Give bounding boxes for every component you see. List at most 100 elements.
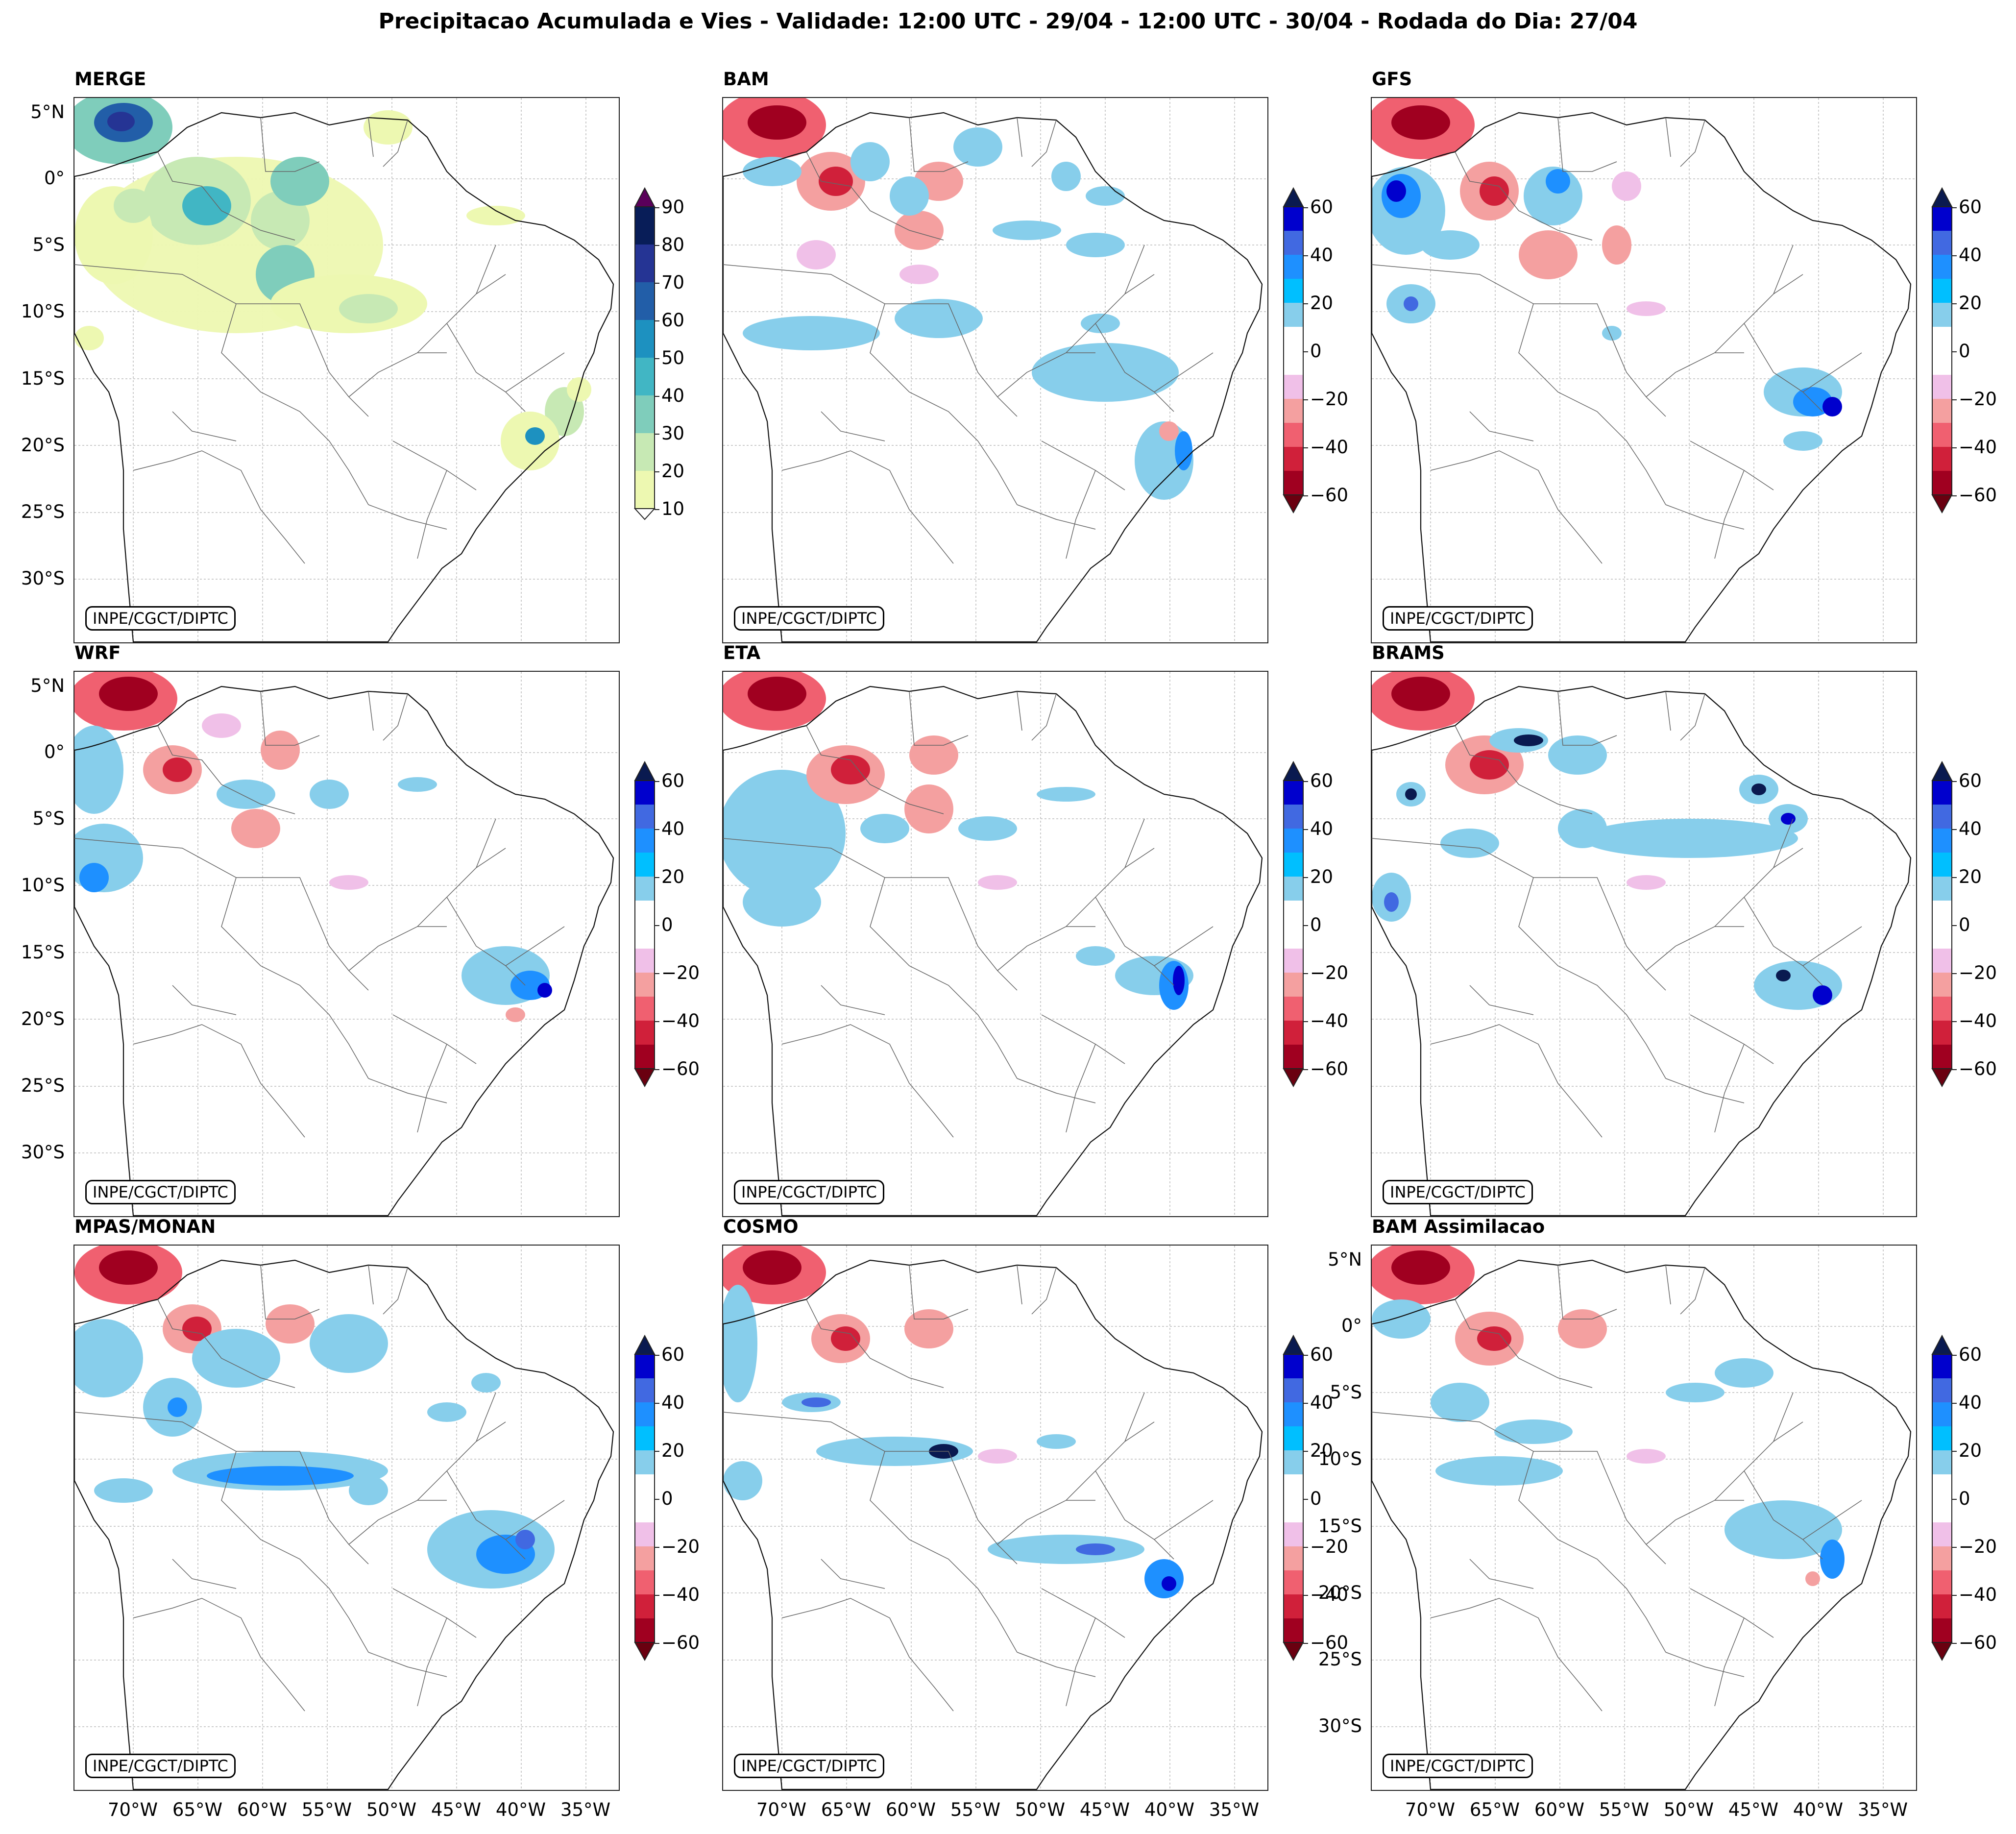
panel-title-bam: BAM — [723, 69, 769, 90]
colorbar-segment — [1284, 1378, 1303, 1402]
colorbar-segment — [635, 925, 655, 949]
colorbar-tick: 20 — [1951, 1440, 1982, 1461]
colorbar-segment — [635, 901, 655, 925]
colorbar-segment — [635, 282, 655, 320]
colorbar-bias-graphic — [1283, 761, 1304, 1088]
colorbar-segment — [1932, 231, 1952, 255]
lon-label: 55°W — [950, 1799, 1001, 1820]
colorbar-segment — [1284, 925, 1303, 949]
colorbar-tick: −20 — [1303, 1536, 1349, 1557]
colorbar-segment — [1932, 1474, 1952, 1498]
colorbar-tick: 20 — [1303, 866, 1334, 887]
colorbar-segment — [1932, 877, 1952, 901]
lon-label: 35°W — [1209, 1799, 1260, 1820]
credit-label: INPE/CGCT/DIPTC — [85, 606, 236, 631]
colorbar-segment — [635, 1570, 655, 1594]
colorbar-segment — [1932, 303, 1952, 327]
colorbar-extend-min — [634, 1068, 656, 1088]
colorbar-segment — [1932, 853, 1952, 877]
colorbar-segment — [1284, 1618, 1303, 1642]
colorbar-tick: 60 — [654, 770, 685, 791]
colorbar-segment — [635, 1402, 655, 1426]
lon-label: 50°W — [1663, 1799, 1714, 1820]
colorbar-segment — [1284, 1354, 1303, 1378]
colorbar-segment — [1284, 973, 1303, 997]
lat-label: 25°S — [1318, 1649, 1362, 1670]
colorbar-segment — [1284, 901, 1303, 925]
bias-field-cosmo — [723, 1246, 1184, 1598]
colorbar-tick: 40 — [1951, 245, 1982, 266]
colorbar-segment — [1284, 877, 1303, 901]
colorbar-tick: 0 — [655, 1488, 673, 1509]
colorbar-segment — [1284, 279, 1303, 303]
colorbar-segment — [1284, 1426, 1303, 1450]
colorbar-segment — [1932, 1402, 1952, 1426]
lon-label: 55°W — [1599, 1799, 1650, 1820]
colorbar-segment — [1284, 949, 1303, 973]
colorbar-segment — [635, 1546, 655, 1570]
lat-label: 20°S — [1318, 1582, 1362, 1603]
colorbar-tick: 60 — [1951, 770, 1982, 791]
lat-label: 15°S — [21, 368, 65, 389]
lon-label: 40°W — [1144, 1799, 1195, 1820]
colorbar-segment — [1932, 829, 1952, 853]
panel-title-bam-assimilacao: BAM Assimilacao — [1372, 1216, 1545, 1237]
colorbar-tick: 0 — [1952, 1488, 1970, 1509]
colorbar-segment — [1932, 1522, 1952, 1546]
colorbar-tick: −40 — [1303, 1584, 1349, 1605]
colorbar-segment — [1932, 207, 1952, 231]
lat-label: 5°N — [30, 101, 65, 122]
colorbar-segment — [1932, 1618, 1952, 1642]
colorbar-segment — [1284, 471, 1303, 495]
colorbar-segment — [1284, 829, 1303, 853]
colorbar-segment — [635, 1594, 655, 1618]
lon-label: 50°W — [1015, 1799, 1066, 1820]
lat-label: 5°N — [1328, 1249, 1362, 1270]
colorbar-extend-min — [1931, 494, 1953, 514]
panel-title-wrf: WRF — [74, 642, 121, 663]
colorbar-tick: 0 — [1952, 914, 1970, 935]
colorbar-segment — [635, 1045, 655, 1069]
lat-label: 5°N — [30, 675, 65, 696]
colorbar-segment — [635, 973, 655, 997]
lat-label: 5°S — [1330, 1382, 1362, 1403]
lon-label: 40°W — [1793, 1799, 1844, 1820]
colorbar-tick: −60 — [654, 1632, 700, 1653]
colorbar-extend-max — [634, 187, 656, 207]
lon-label: 65°W — [821, 1799, 872, 1820]
map-panel-bam: INPE/CGCT/DIPTC — [722, 97, 1268, 643]
colorbar-tick: −20 — [1303, 962, 1349, 983]
colorbar-segment — [1932, 327, 1952, 351]
colorbar-tick: 40 — [1303, 1392, 1334, 1413]
lat-label: 30°S — [1318, 1715, 1362, 1736]
colorbar-tick: −40 — [654, 1010, 700, 1031]
panel-title-merge: MERGE — [74, 69, 146, 90]
colorbar-segment — [1932, 973, 1952, 997]
colorbar-segment — [1932, 1426, 1952, 1450]
colorbar-tick: 60 — [1951, 196, 1982, 218]
lat-label: 5°S — [32, 234, 65, 255]
map-panel-cosmo: INPE/CGCT/DIPTC — [722, 1245, 1268, 1791]
colorbar-tick: −20 — [1951, 1536, 1997, 1557]
colorbar-extend-max — [634, 761, 656, 781]
colorbar-bias-graphic — [1283, 1335, 1304, 1662]
colorbar-segment — [1284, 805, 1303, 829]
lon-label: 45°W — [1079, 1799, 1130, 1820]
map-panel-mpas-monan: INPE/CGCT/DIPTC — [73, 1245, 620, 1791]
lon-label: 35°W — [560, 1799, 611, 1820]
colorbar-segment — [1932, 279, 1952, 303]
colorbar-tick: −60 — [1303, 1058, 1349, 1079]
colorbar-tick: 40 — [654, 818, 685, 839]
colorbar-tick: 20 — [1951, 293, 1982, 314]
lon-label: 35°W — [1857, 1799, 1908, 1820]
colorbar-tick: 10 — [654, 498, 685, 519]
colorbar-segment — [1932, 351, 1952, 375]
colorbar-segment — [635, 1450, 655, 1474]
colorbar-tick: −20 — [1303, 389, 1349, 410]
colorbar-segment — [1932, 1570, 1952, 1594]
colorbar-segment — [635, 471, 655, 509]
colorbar-tick: 20 — [1303, 1440, 1334, 1461]
colorbar-segment — [635, 1426, 655, 1450]
map-panel-merge: INPE/CGCT/DIPTC — [73, 97, 620, 643]
colorbar-segment — [635, 395, 655, 433]
